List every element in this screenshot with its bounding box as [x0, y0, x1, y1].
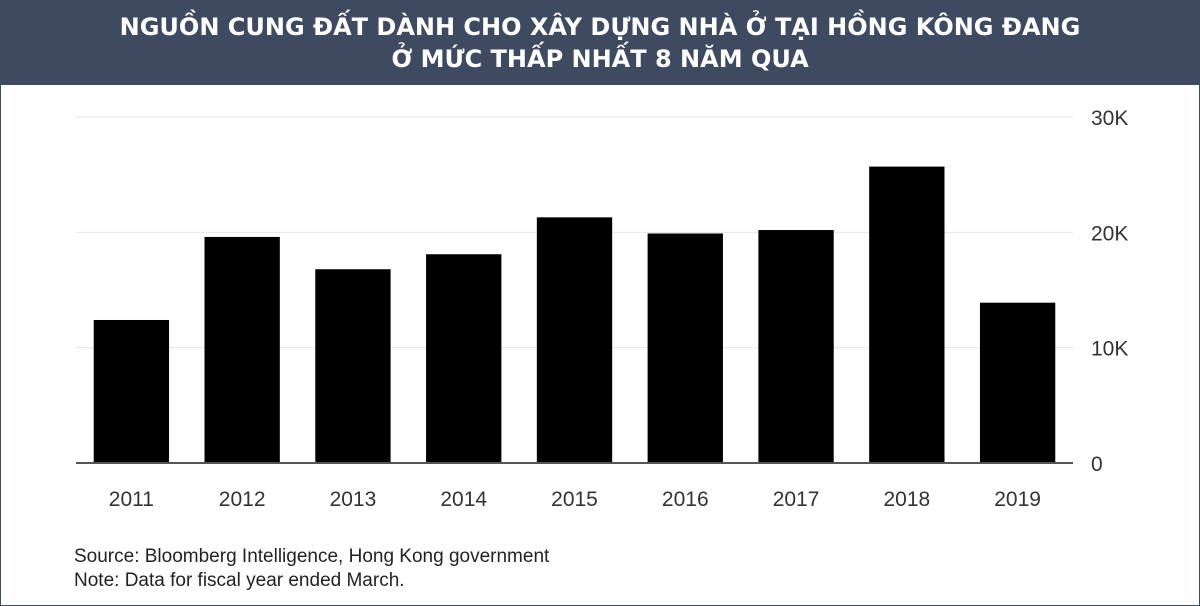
x-tick-labels: 2011 2012 2013 2014 2015 2016 2017 2018 2019	[109, 488, 1041, 511]
bar-2017	[758, 230, 834, 463]
bar-2012	[204, 236, 280, 463]
x-tick-label: 2016	[662, 488, 709, 511]
bar-2013	[315, 269, 391, 463]
chart-footnote: Source: Bloomberg Intelligence, Hong Kon…	[74, 545, 549, 593]
x-tick-label: 2017	[773, 488, 820, 511]
y-tick-label: 10K	[1091, 338, 1128, 361]
x-tick-label: 2013	[330, 488, 377, 511]
chart-title-line-2: Ở MỨC THẤP NHẤT 8 NĂM QUA	[391, 45, 809, 73]
y-tick-labels: 0 10K 20K 30K	[1091, 107, 1128, 476]
x-tick-label: 2012	[219, 488, 266, 511]
x-tick-label: 2019	[994, 488, 1041, 511]
bar-2019	[979, 302, 1056, 463]
y-tick-label: 30K	[1091, 107, 1128, 130]
bars-group	[93, 166, 1056, 464]
bar-2018	[869, 166, 945, 464]
bar-2011	[93, 319, 170, 463]
bar-2014	[426, 254, 502, 463]
x-tick-label: 2018	[883, 488, 930, 511]
x-tick-label: 2014	[440, 488, 487, 511]
bar-2015	[536, 217, 613, 463]
title-banner: NGUỒN CUNG ĐẤT DÀNH CHO XÂY DỰNG NHÀ Ở T…	[1, 1, 1199, 85]
bar-2016	[647, 233, 723, 463]
x-tick-label: 2011	[109, 488, 154, 511]
chart-title: NGUỒN CUNG ĐẤT DÀNH CHO XÂY DỰNG NHÀ Ở T…	[1, 11, 1199, 75]
chart-title-line-1: NGUỒN CUNG ĐẤT DÀNH CHO XÂY DỰNG NHÀ Ở T…	[119, 13, 1081, 41]
x-tick-label: 2015	[551, 488, 598, 511]
y-tick-label: 0	[1091, 453, 1103, 476]
bar-chart: 2011 2012 2013 2014 2015 2016 2017 2018 2019 0 10…	[76, 107, 1128, 511]
note-text: Note: Data for fiscal year ended March.	[74, 570, 405, 591]
source-text: Source: Bloomberg Intelligence, Hong Kon…	[74, 546, 550, 567]
y-tick-label: 20K	[1091, 222, 1128, 245]
